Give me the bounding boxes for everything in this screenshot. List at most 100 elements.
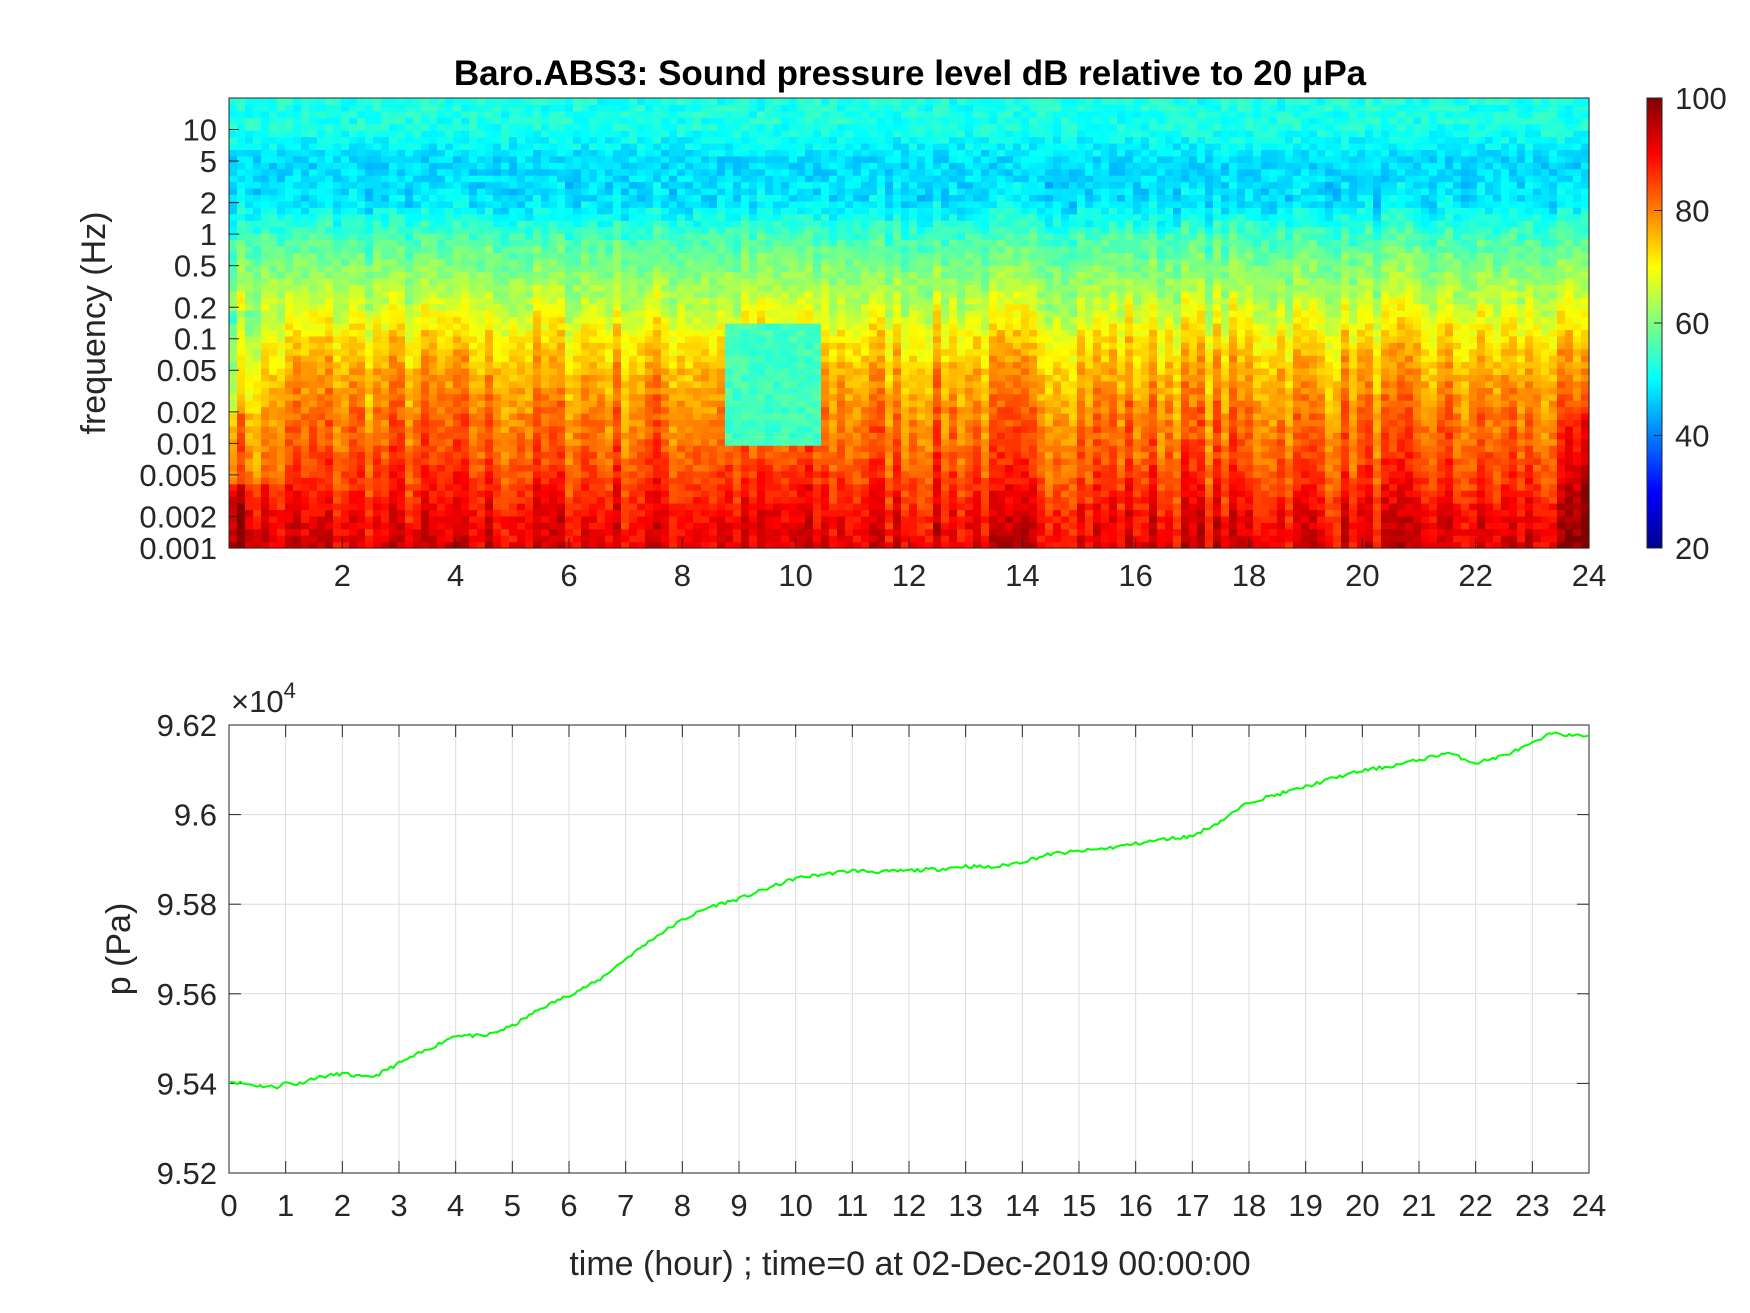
spectrogram-cell	[269, 136, 278, 144]
spectrogram-cell	[373, 123, 382, 131]
spectrogram-cell	[421, 149, 430, 157]
spectrogram-cell	[645, 168, 654, 176]
spectrogram-cell	[701, 98, 710, 106]
spectrogram-cell	[349, 477, 358, 485]
spectrogram-cell	[485, 149, 494, 157]
spectrogram-cell	[693, 361, 702, 369]
spectrogram-cell	[341, 438, 350, 446]
spectrogram-cell	[509, 278, 518, 286]
spectrogram-cell	[293, 303, 302, 311]
spectrogram-cell	[365, 335, 374, 343]
spectrogram-cell	[637, 181, 646, 189]
spectrogram-cell	[661, 458, 670, 466]
spectrogram-cell	[413, 323, 422, 331]
spectrogram-cell	[621, 226, 630, 234]
spectrogram-cell	[693, 515, 702, 523]
spectrogram-cell	[613, 380, 622, 388]
spectrogram-cell	[725, 104, 734, 112]
spectrogram-cell	[493, 297, 502, 305]
spectrogram-cell	[533, 143, 542, 151]
spectrogram-cell	[445, 413, 454, 421]
spectrogram-cell	[789, 258, 798, 266]
spectrogram-cell	[485, 432, 494, 440]
spectrogram-cell	[437, 98, 446, 106]
spectrogram-cell	[269, 123, 278, 131]
spectrogram-cell	[437, 297, 446, 305]
spectrogram-cell	[605, 451, 614, 459]
spectrogram-cell	[765, 316, 774, 324]
spectrogram-cell	[413, 329, 422, 337]
spectrogram-cell	[525, 123, 534, 131]
spectrogram-cell	[541, 117, 550, 125]
spectrogram-cell	[253, 541, 262, 549]
spectrogram-cell	[749, 432, 758, 440]
spectrogram-cell	[405, 503, 414, 511]
spectrogram-cell	[733, 123, 742, 131]
spectrogram-cell	[317, 368, 326, 376]
spectrogram-cell	[709, 387, 718, 395]
spectrogram-cell	[309, 515, 318, 523]
spectrogram-cell	[461, 284, 470, 292]
spectrogram-cell	[469, 361, 478, 369]
spectrogram-cell	[229, 175, 238, 183]
spectrogram-cell	[709, 200, 718, 208]
spectrogram-cell	[445, 168, 454, 176]
spectrogram-cell	[781, 451, 790, 459]
spectrogram-cell	[765, 413, 774, 421]
spectrogram-cell	[605, 104, 614, 112]
spectrogram-cell	[477, 541, 486, 549]
spectrogram-cell	[517, 458, 526, 466]
spectrogram-cell	[325, 535, 334, 543]
spectrogram-cell	[573, 528, 582, 536]
spectrogram-cell	[269, 303, 278, 311]
spectrogram-cell	[341, 284, 350, 292]
spectrogram-cell	[781, 445, 790, 453]
spectrogram-cell	[597, 220, 606, 228]
spectrogram-cell	[445, 515, 454, 523]
spectrogram-cell	[549, 490, 558, 498]
spectrogram-cell	[429, 490, 438, 498]
spectrogram-cell	[285, 168, 294, 176]
spectrogram-cell	[333, 445, 342, 453]
spectrogram-cell	[485, 342, 494, 350]
spectrogram-cell	[461, 188, 470, 196]
spectrogram-cell	[245, 400, 254, 408]
spectrogram-cell	[245, 258, 254, 266]
spectrogram-cell	[365, 400, 374, 408]
spectrogram-cell	[781, 509, 790, 517]
spectrogram-cell	[693, 130, 702, 138]
spectrogram-cell	[669, 98, 678, 106]
spectrogram-cell	[717, 329, 726, 337]
spectrogram-cell	[693, 413, 702, 421]
spectrogram-cell	[277, 406, 286, 414]
spectrogram-cell	[621, 181, 630, 189]
spectrogram-cell	[493, 316, 502, 324]
spectrogram-cell	[765, 136, 774, 144]
spectrogram-cell	[597, 329, 606, 337]
spectrogram-cell	[445, 303, 454, 311]
spectrogram-cell	[533, 503, 542, 511]
spectrogram-cell	[701, 239, 710, 247]
spectrogram-cell	[373, 143, 382, 151]
spectrogram-cell	[757, 522, 766, 530]
spectrogram-cell	[357, 425, 366, 433]
spectrogram-cell	[485, 458, 494, 466]
spectrogram-cell	[469, 490, 478, 498]
spectrogram-cell	[509, 104, 518, 112]
spectrogram-cell	[237, 239, 246, 247]
spectrogram-cell	[629, 136, 638, 144]
spectrogram-cell	[373, 233, 382, 241]
spectrogram-cell	[549, 361, 558, 369]
spectrogram-cell	[357, 188, 366, 196]
spectrogram-cell	[773, 194, 782, 202]
spectrogram-cell	[717, 149, 726, 157]
spectrogram-cell	[781, 136, 790, 144]
spectrogram-cell	[245, 143, 254, 151]
spectrogram-cell	[589, 470, 598, 478]
spectrogram-cell	[653, 458, 662, 466]
spectrogram-cell	[749, 181, 758, 189]
spectrogram-cell	[405, 220, 414, 228]
spectrogram-cell	[397, 541, 406, 549]
spectrogram-cell	[701, 490, 710, 498]
spectrogram-cell	[605, 136, 614, 144]
